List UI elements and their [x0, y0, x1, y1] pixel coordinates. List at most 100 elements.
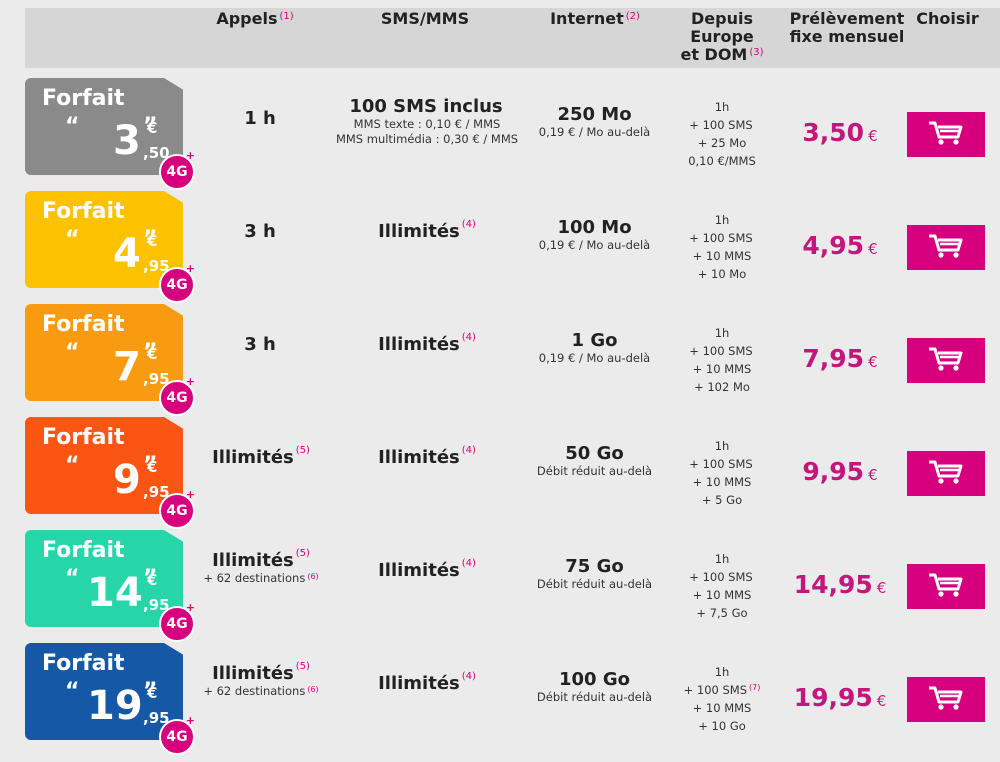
internet-cell: 100 Mo 0,19 € / Mo au-delà — [522, 217, 667, 253]
appels-cell: Illimités (5) + 62 destinations (6) — [200, 661, 322, 699]
plan-card-title: Forfait — [42, 199, 125, 224]
plan-card-price: 7 — [113, 344, 141, 390]
internet-sub: 0,19 € / Mo au-delà — [538, 125, 651, 139]
shopping-cart-icon — [926, 458, 966, 490]
europe-cell: 1h + 100 SMS + 10 MMS + 7,5 Go — [667, 550, 777, 622]
plan-card-title: Forfait — [42, 312, 125, 337]
europe-line: + 10 MMS — [692, 362, 752, 376]
plan-row: Forfait “ 19 € ,95 ” 4G + Illimités (5) + … — [0, 643, 1000, 755]
internet-cell: 100 Go Débit réduit au-delà — [522, 669, 667, 705]
shopping-cart-icon — [926, 232, 966, 264]
shopping-cart-icon — [926, 345, 966, 377]
internet-cell: 1 Go 0,19 € / Mo au-delà — [522, 330, 667, 366]
internet-sub: Débit réduit au-delà — [536, 577, 653, 591]
europe-line: 1h — [714, 439, 730, 453]
plan-card[interactable]: Forfait “ 9 € ,95 ” — [25, 417, 183, 514]
europe-line: 1h — [714, 326, 730, 340]
plan-card[interactable]: Forfait “ 14 € ,95 ” — [25, 530, 183, 627]
quote-close-icon: ” — [143, 227, 158, 252]
sms-sub2: MMS multimédia : 0,30 € / MMS — [335, 132, 519, 146]
plan-card[interactable]: Forfait “ 19 € ,95 ” — [25, 643, 183, 740]
plan-row: Forfait “ 7 € ,95 ” 4G + 3 h Illimités (4)… — [0, 304, 1000, 416]
quote-open-icon: “ — [65, 227, 80, 252]
plan-card[interactable]: Forfait “ 7 € ,95 ” — [25, 304, 183, 401]
europe-line: + 10 Mo — [697, 267, 747, 281]
quote-close-icon: ” — [143, 566, 158, 591]
plan-card-price: 9 — [113, 457, 141, 503]
quote-open-icon: “ — [65, 114, 80, 139]
sms-cell: 100 SMS inclus MMS texte : 0,10 € / MMS … — [322, 96, 532, 147]
europe-line: + 100 SMS — [689, 118, 753, 132]
internet-value: 100 Mo — [557, 217, 632, 238]
sms-cell: Illimités (4) — [322, 219, 532, 242]
plan-card[interactable]: Forfait “ 3 € ,50 ” — [25, 78, 183, 175]
choose-plan-button[interactable] — [907, 225, 985, 270]
quote-open-icon: “ — [65, 340, 80, 365]
choose-plan-button[interactable] — [907, 338, 985, 383]
sms-cell: Illimités (4) — [322, 332, 532, 355]
choose-plan-button[interactable] — [907, 677, 985, 722]
internet-sub: Débit réduit au-delà — [536, 690, 653, 704]
europe-line: + 5 Go — [701, 493, 743, 507]
header-appels: Appels (1) — [216, 9, 294, 28]
europe-cell: 1h + 100 SMS (7) + 10 MMS + 10 Go — [667, 663, 777, 735]
plus-icon: + — [185, 375, 195, 388]
plan-card-price: 14 — [87, 570, 143, 616]
plus-icon: + — [185, 601, 195, 614]
europe-line: + 25 Mo — [697, 136, 747, 150]
appels-value: 3 h — [244, 221, 276, 242]
internet-cell: 250 Mo 0,19 € / Mo au-delà — [522, 104, 667, 140]
europe-cell: 1h + 100 SMS + 10 MMS + 10 Mo — [667, 211, 777, 283]
europe-line: + 100 SMS — [689, 457, 753, 471]
sms-value: Illimités (4) — [378, 219, 476, 242]
plan-card-price: 4 — [113, 231, 141, 277]
appels-sub — [200, 242, 322, 257]
appels-cell: 1 h — [200, 108, 322, 144]
appels-sub — [200, 129, 322, 144]
quote-close-icon: ” — [143, 679, 158, 704]
europe-line: + 100 SMS (7) — [683, 683, 761, 697]
internet-value: 50 Go — [565, 443, 624, 464]
monthly-price: 4,95 € — [802, 231, 878, 260]
header-sms: SMS/MMS — [380, 9, 470, 28]
europe-line: 0,10 €/MMS — [688, 154, 756, 168]
appels-cell: Illimités (5) — [200, 445, 322, 483]
choose-plan-button[interactable] — [907, 451, 985, 496]
europe-line: + 10 Go — [698, 719, 746, 733]
europe-line: 1h — [714, 665, 730, 679]
quote-open-icon: “ — [65, 566, 80, 591]
europe-line: 1h — [714, 552, 730, 566]
plan-card-currency: € — [147, 684, 158, 702]
plan-card-title: Forfait — [42, 538, 125, 563]
sms-sub1: MMS texte : 0,10 € / MMS — [353, 117, 501, 131]
appels-value: 3 h — [244, 334, 276, 355]
4g-badge: 4G + — [159, 488, 195, 529]
plan-card-currency: € — [147, 119, 158, 137]
choose-plan-button[interactable] — [907, 112, 985, 157]
plan-row: Forfait “ 3 € ,50 ” 4G + 1 h 100 SMS incl… — [0, 78, 1000, 190]
plan-card-currency: € — [147, 571, 158, 589]
plus-icon: + — [185, 262, 195, 275]
appels-value: Illimités (5) — [212, 445, 310, 468]
quote-close-icon: ” — [143, 453, 158, 478]
quote-open-icon: “ — [65, 679, 80, 704]
monthly-price: 9,95 € — [802, 457, 878, 486]
monthly-price: 7,95 € — [802, 344, 878, 373]
appels-sub: + 62 destinations (6) — [203, 571, 319, 585]
europe-line: + 100 SMS — [689, 231, 753, 245]
quote-close-icon: ” — [143, 114, 158, 139]
plan-card-price: 3 — [113, 118, 141, 164]
internet-value: 100 Go — [559, 669, 630, 690]
plan-card-title: Forfait — [42, 651, 125, 676]
4g-badge: 4G + — [159, 149, 195, 190]
sms-cell: Illimités (4) — [322, 445, 532, 468]
choose-plan-button[interactable] — [907, 564, 985, 609]
appels-cell: 3 h — [200, 221, 322, 257]
europe-line: 1h — [714, 213, 730, 227]
sms-value: Illimités (4) — [378, 332, 476, 355]
monthly-price: 3,50 € — [802, 118, 878, 147]
internet-value: 250 Mo — [557, 104, 632, 125]
plan-card-currency: € — [147, 232, 158, 250]
plan-card[interactable]: Forfait “ 4 € ,95 ” — [25, 191, 183, 288]
europe-cell: 1h + 100 SMS + 10 MMS + 102 Mo — [667, 324, 777, 396]
